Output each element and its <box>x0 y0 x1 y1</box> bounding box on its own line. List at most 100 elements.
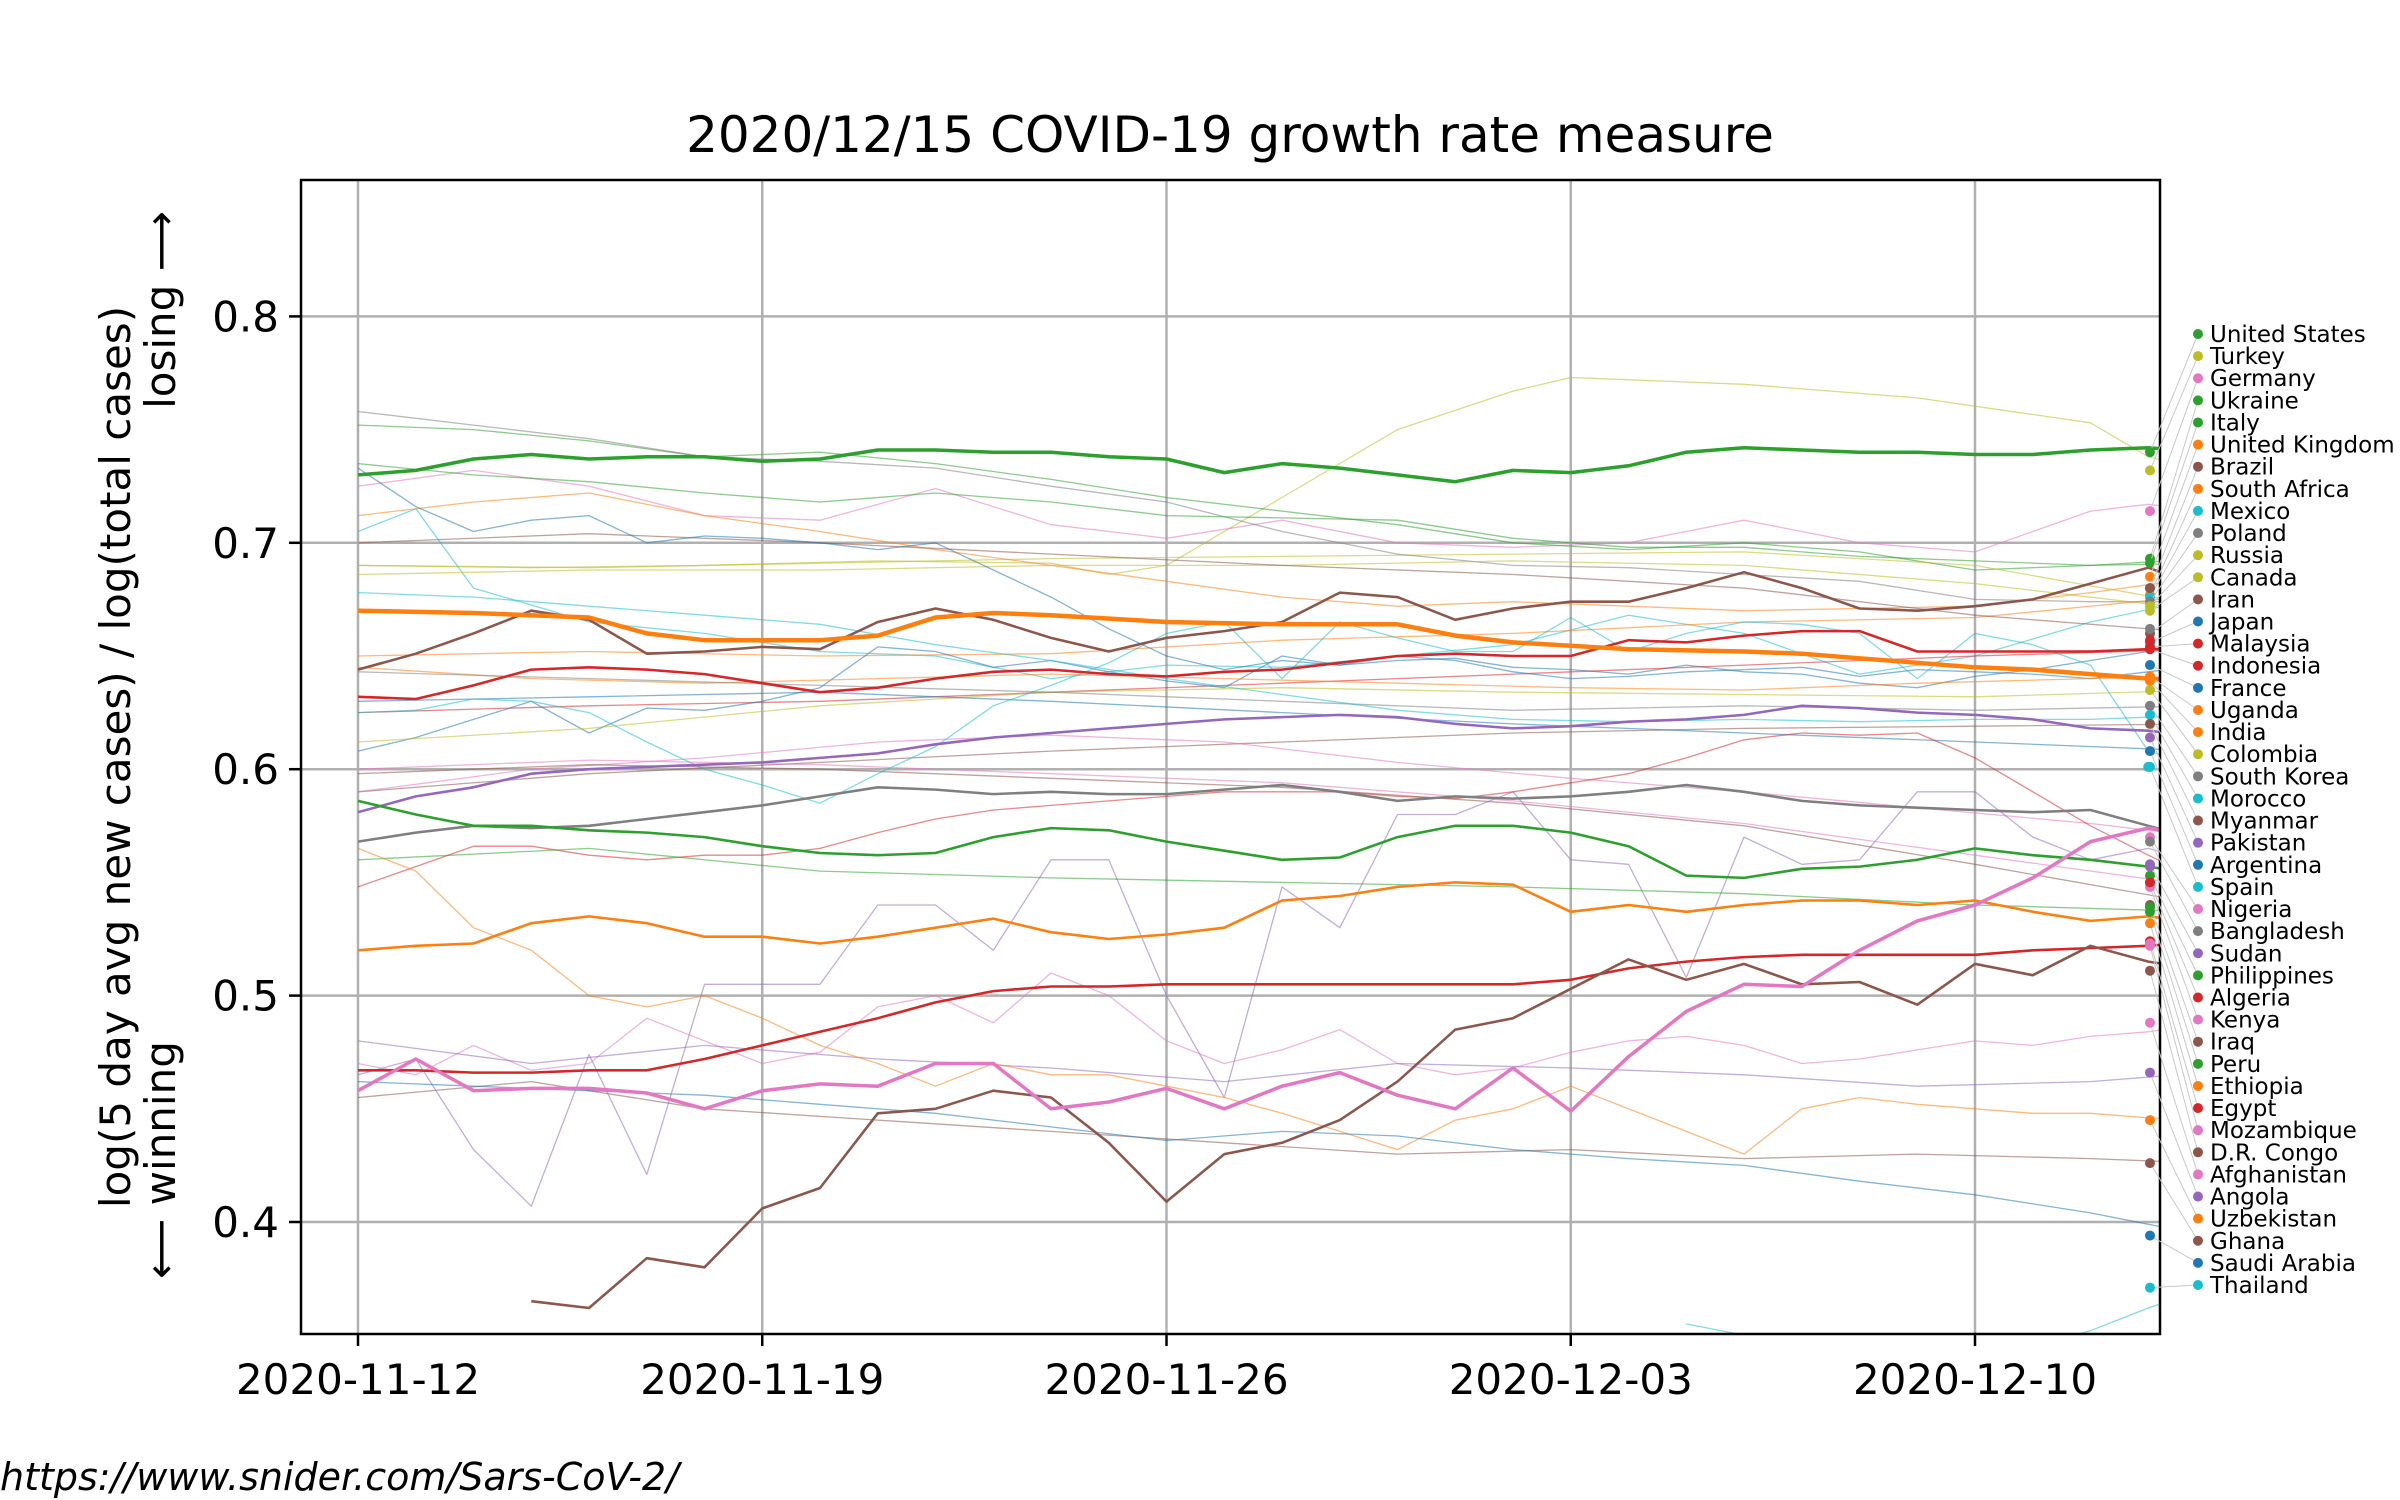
legend-leader-d-r-congo <box>2149 970 2199 1153</box>
series-line-brazil <box>357 566 2160 671</box>
legend-marker-afghanistan <box>2193 1169 2203 1180</box>
legend-leader-bangladesh <box>2149 841 2199 932</box>
legend-label-russia: Russia <box>2210 543 2284 569</box>
series-end-dot-canada <box>2145 605 2155 616</box>
series-end-dot-ethiopia <box>2145 918 2155 929</box>
y-axis-losing-group: losing ⟶ <box>136 211 185 409</box>
legend-marker-philippines <box>2193 970 2203 981</box>
extra-end-dot-2 <box>2145 623 2155 634</box>
series-line-pakistan <box>357 704 2160 814</box>
series-end-dot-india <box>2145 675 2155 686</box>
legend-label-egypt: Egypt <box>2210 1096 2276 1122</box>
legend-label-south-africa: South Africa <box>2210 477 2350 503</box>
legend-label-brazil: Brazil <box>2210 455 2274 481</box>
legend-leader-sudan <box>2149 864 2199 954</box>
legend-label-sudan: Sudan <box>2210 941 2282 967</box>
series-lines <box>357 376 2160 1334</box>
legend-label-kenya: Kenya <box>2210 1008 2280 1034</box>
legend-marker-south-korea <box>2193 771 2203 782</box>
extra-end-dot-6 <box>2145 902 2155 913</box>
legend-marker-germany <box>2193 373 2203 384</box>
legend-leader-nigeria <box>2149 836 2199 910</box>
series-line-iran <box>357 533 2160 631</box>
series-end-dot-morocco <box>2145 709 2155 720</box>
legend-marker-ethiopia <box>2193 1080 2203 1091</box>
legend-label-south-korea: South Korea <box>2210 764 2349 790</box>
legend-label-india: India <box>2210 720 2266 746</box>
legend-label-poland: Poland <box>2210 521 2287 547</box>
legend-marker-canada <box>2193 572 2203 583</box>
legend-leader-germany <box>2149 378 2199 512</box>
grid-lines <box>301 180 2160 1334</box>
legend-label-mexico: Mexico <box>2210 499 2290 525</box>
legend-leader-united-states <box>2149 333 2199 453</box>
legend-label-pakistan: Pakistan <box>2210 831 2306 857</box>
series-line-algeria <box>357 732 2160 888</box>
legend-marker-morocco <box>2193 793 2203 804</box>
legend-label-afghanistan: Afghanistan <box>2210 1162 2347 1188</box>
legend-marker-malaysia <box>2193 638 2203 649</box>
series-end-dot-bangladesh <box>2145 836 2155 847</box>
legend-leader-iran <box>2149 598 2199 634</box>
legend-marker-south-africa <box>2193 483 2203 494</box>
legend-leader-mozambique <box>2149 945 2199 1131</box>
series-line-uganda <box>357 666 2160 691</box>
series-line-egypt <box>358 943 2160 1074</box>
legend-marker-indonesia <box>2193 660 2203 671</box>
legend-leader-ukraine <box>2149 400 2199 559</box>
legend-leader-indonesia <box>2149 648 2199 667</box>
legend-marker-myanmar <box>2193 815 2203 826</box>
series-line-united-kingdom <box>357 492 2160 612</box>
legend-label-peru: Peru <box>2210 1052 2261 1078</box>
legend-marker-japan <box>2193 616 2203 627</box>
legend-label-mozambique: Mozambique <box>2210 1118 2357 1144</box>
legend-leader-canada <box>2149 576 2199 612</box>
series-end-dot-angola <box>2145 1067 2155 1078</box>
legend-label-ukraine: Ukraine <box>2210 388 2299 414</box>
legend-label-iraq: Iraq <box>2210 1030 2255 1056</box>
legend-marker-brazil <box>2193 461 2203 472</box>
legend-leader-turkey <box>2149 355 2199 471</box>
y-tick-label-0: 0.4 <box>212 1198 279 1247</box>
legend-marker-uzbekistan <box>2193 1213 2203 1224</box>
legend-leader-angola <box>2149 1072 2199 1197</box>
legend-label-saudi-arabia: Saudi Arabia <box>2210 1251 2356 1277</box>
series-end-dot-germany <box>2145 506 2155 517</box>
series-line-philippines <box>357 799 2160 880</box>
legend-leader-france <box>2149 664 2199 689</box>
x-tick-label-4: 2020-12-10 <box>1853 1355 2097 1404</box>
legend-leader-japan <box>2149 621 2199 643</box>
legend-marker-india <box>2193 727 2203 738</box>
legend: United StatesTurkeyGermanyUkraineItalyUn… <box>2145 322 2395 1299</box>
legend-leader-morocco <box>2149 714 2199 799</box>
series-line-ghana <box>357 1080 2160 1162</box>
legend-label-indonesia: Indonesia <box>2210 654 2321 680</box>
legend-leader-malaysia <box>2149 643 2199 648</box>
legend-leader-saudi-arabia <box>2149 1235 2199 1264</box>
series-end-dot-united-kingdom <box>2145 571 2155 582</box>
y-tick-label-1: 0.5 <box>212 972 279 1021</box>
legend-marker-ukraine <box>2193 395 2203 406</box>
series-clip-group <box>357 376 2160 1334</box>
chart-title: 2020/12/15 COVID-19 growth rate measure <box>686 106 1774 164</box>
series-line-sudan <box>357 791 2160 1207</box>
series-line-canada <box>357 560 2160 606</box>
legend-marker-mozambique <box>2193 1125 2203 1136</box>
series-line-d-r-congo <box>531 944 2160 1310</box>
legend-marker-angola <box>2193 1191 2203 1202</box>
series-line-malaysia <box>357 629 2160 701</box>
x-tick-label-3: 2020-12-03 <box>1449 1355 1693 1404</box>
series-line-russia <box>357 551 2160 599</box>
legend-leader-argentina <box>2149 750 2199 865</box>
x-tick-label-1: 2020-11-19 <box>640 1355 884 1404</box>
legend-leader-kenya <box>2149 886 2199 1020</box>
y-tick-label-4: 0.8 <box>212 292 279 341</box>
series-end-dot-indonesia <box>2145 644 2155 655</box>
legend-marker-bangladesh <box>2193 926 2203 937</box>
legend-label-turkey: Turkey <box>2209 344 2285 370</box>
legend-marker-colombia <box>2193 749 2203 760</box>
series-line-italy <box>357 462 2160 567</box>
legend-marker-pakistan <box>2193 837 2203 848</box>
series-line-mozambique <box>357 826 2160 1113</box>
series-line-spain <box>357 616 2160 804</box>
